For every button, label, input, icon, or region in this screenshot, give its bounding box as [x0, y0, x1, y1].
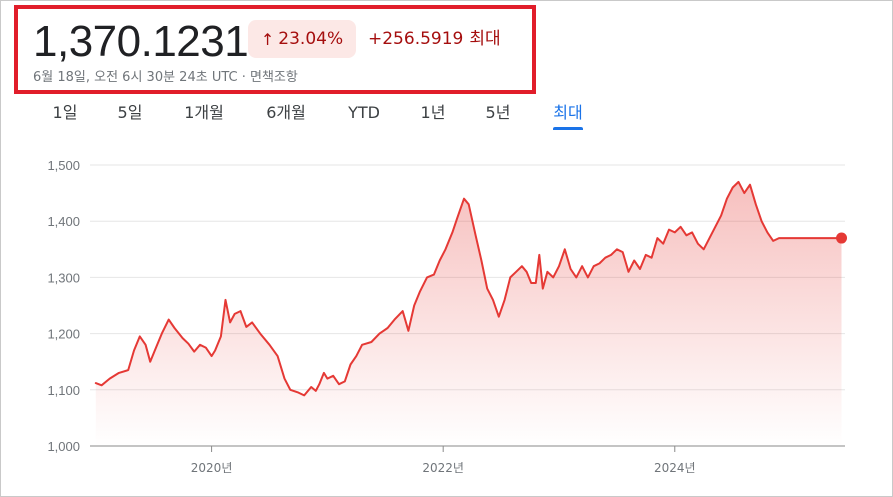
x-tick-label: 2022년: [422, 461, 464, 475]
tab-1d[interactable]: 1일: [52, 103, 78, 122]
tab-5d[interactable]: 5일: [117, 103, 143, 122]
tab-1y[interactable]: 1년: [420, 103, 446, 122]
change-value: +256.5919: [368, 29, 464, 49]
tab-ytd[interactable]: YTD: [348, 103, 380, 122]
y-tick-label: 1,500: [47, 158, 80, 173]
price-series-line: [94, 180, 843, 397]
y-tick-label: 1,200: [47, 327, 80, 342]
highlight-box: [14, 5, 536, 94]
tab-5y[interactable]: 5년: [485, 103, 511, 122]
change-percent-badge: ↑ 23.04%: [248, 20, 356, 58]
price-value: 1,370.1231: [33, 17, 249, 66]
x-tick-label: 2020년: [191, 461, 233, 475]
tab-6m[interactable]: 6개월: [266, 103, 306, 122]
change-period: 최대: [469, 29, 501, 49]
arrow-up-icon: ↑: [260, 29, 275, 49]
tab-max[interactable]: 최대: [553, 103, 583, 122]
change-value-text: +256.5919 최대: [368, 28, 501, 50]
last-price-marker[interactable]: [836, 232, 848, 244]
active-tab-indicator: [553, 127, 583, 130]
x-tick-label: 2024년: [654, 461, 696, 475]
y-tick-label: 1,400: [47, 214, 80, 229]
range-tabs: 1일 5일 1개월 6개월 YTD 1년 5년 최대: [0, 100, 893, 130]
y-tick-label: 1,100: [47, 383, 80, 398]
change-percent: 23.04%: [278, 29, 344, 49]
timestamp-disclaimer[interactable]: 6월 18일, 오전 6시 30분 24초 UTC · 면책조항: [33, 70, 298, 85]
y-tick-label: 1,300: [47, 270, 80, 285]
tab-1m[interactable]: 1개월: [184, 103, 224, 122]
y-tick-label: 1,000: [47, 439, 80, 454]
